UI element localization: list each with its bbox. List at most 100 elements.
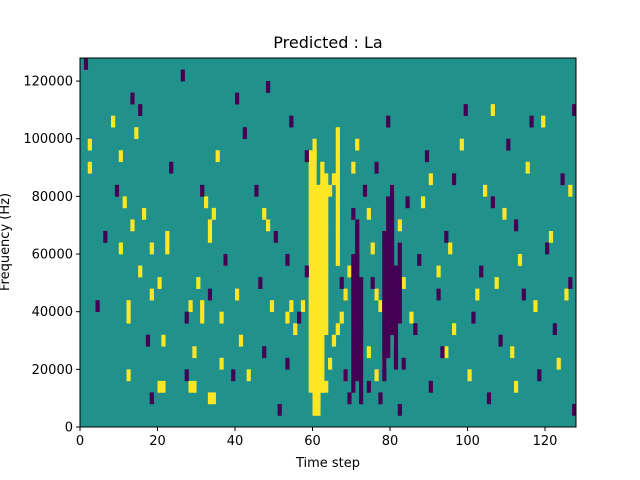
heatmap-cell-high: [312, 219, 317, 232]
heatmap-cell-low: [359, 346, 364, 359]
heatmap-cell-high: [219, 311, 224, 324]
heatmap-cell-high: [564, 288, 569, 301]
heatmap-cell-low: [359, 357, 364, 370]
heatmap-cell-low: [351, 207, 356, 220]
heatmap-cell-high: [316, 254, 321, 266]
heatmap-cell-low: [386, 254, 391, 266]
heatmap-cell-low: [362, 184, 368, 197]
heatmap-cell-low: [390, 219, 395, 232]
heatmap-cell-high: [316, 369, 321, 382]
heatmap-cell-high: [448, 242, 453, 255]
heatmap-cell-high: [246, 369, 251, 382]
heatmap-cell-low: [498, 334, 503, 347]
heatmap-cell-low: [393, 277, 399, 289]
heatmap-cell-high: [157, 277, 162, 289]
heatmap-cell-high: [238, 334, 244, 347]
heatmap-cell-high: [285, 311, 290, 324]
heatmap-cell-high: [157, 380, 162, 393]
heatmap-cell-high: [320, 207, 325, 220]
heatmap-cell-low: [355, 219, 360, 232]
heatmap-cell-high: [324, 288, 329, 301]
heatmap-cell-high: [316, 346, 321, 359]
heatmap-cell-high: [378, 300, 383, 312]
heatmap-cell-high: [211, 392, 216, 405]
heatmap-cell-low: [413, 323, 418, 336]
heatmap-cell-low: [149, 392, 154, 405]
heatmap-cell-low: [138, 104, 143, 116]
heatmap-cell-high: [312, 254, 317, 266]
heatmap-cell-low: [359, 311, 364, 324]
heatmap-cell-low: [382, 242, 387, 255]
heatmap-cell-low: [184, 369, 189, 382]
heatmap-cell-low: [130, 92, 135, 105]
heatmap-cell-low: [397, 288, 402, 301]
heatmap-cell-high: [316, 265, 321, 278]
y-tick-label: 60000: [32, 248, 73, 263]
heatmap-cell-high: [320, 323, 325, 336]
y-axis-label: Frequency (Hz): [0, 193, 13, 291]
heatmap-cell-high: [328, 357, 333, 370]
heatmap-cell-low: [386, 346, 391, 359]
heatmap-cell-high: [324, 323, 329, 336]
chart-title: Predicted : La: [273, 33, 382, 52]
heatmap-cell-high: [335, 242, 340, 255]
heatmap-cell-high: [316, 230, 321, 243]
heatmap-cell-high: [335, 161, 340, 174]
heatmap-cell-high: [312, 150, 317, 163]
heatmap-cell-high: [324, 173, 329, 186]
heatmap-cell-high: [335, 323, 340, 336]
heatmap-cell-low: [351, 277, 356, 289]
heatmap-cell-high: [211, 207, 216, 220]
heatmap-cell-high: [312, 334, 317, 347]
heatmap-cell-low: [180, 69, 185, 82]
heatmap-cell-high: [196, 277, 201, 289]
heatmap-cell-low: [242, 127, 247, 140]
heatmap-cell-high: [335, 219, 340, 232]
heatmap-cell-low: [351, 254, 356, 266]
heatmap-cell-high: [320, 265, 325, 278]
heatmap-cell-low: [436, 288, 441, 301]
heatmap-cell-high: [556, 357, 561, 370]
heatmap-cell-high: [219, 357, 224, 370]
heatmap-cell-high: [312, 311, 317, 324]
heatmap-cell-low: [207, 288, 213, 301]
heatmap-cell-low: [552, 323, 557, 336]
heatmap-cell-high: [355, 138, 360, 151]
heatmap-cell-high: [324, 242, 329, 255]
heatmap-cell-high: [308, 184, 313, 197]
heatmap-cell-low: [355, 357, 360, 370]
heatmap-cell-low: [351, 369, 356, 382]
heatmap-cell-high: [316, 207, 321, 220]
heatmap-cell-high: [308, 230, 313, 243]
heatmap-cell-low: [382, 369, 387, 382]
heatmap-cell-high: [207, 219, 213, 232]
heatmap-cell-high: [331, 173, 337, 186]
heatmap-cell-low: [529, 115, 534, 128]
x-axis-label: Time step: [295, 456, 360, 471]
heatmap-cell-low: [560, 173, 565, 186]
heatmap-cell-high: [517, 254, 523, 266]
heatmap-cell-low: [351, 300, 356, 312]
heatmap-cell-high: [370, 242, 375, 255]
heatmap-cell-high: [200, 311, 205, 324]
y-axis-ticks: 0 20000 40000 60000 80000 100000 120000: [23, 75, 80, 436]
heatmap-cell-low: [359, 277, 364, 289]
heatmap-cell-high: [207, 230, 213, 243]
heatmap-cell-low: [386, 311, 391, 324]
x-tick-label: 40: [227, 434, 244, 449]
heatmap-cell-low: [444, 230, 449, 243]
heatmap-cell-high: [312, 207, 317, 220]
heatmap-cell-high: [130, 219, 135, 232]
heatmap-cell-high: [126, 311, 131, 324]
heatmap-cell-high: [316, 403, 321, 416]
heatmap-cell-high: [308, 254, 313, 266]
heatmap-cell-high: [308, 288, 313, 301]
heatmap-cell-low: [393, 346, 399, 359]
heatmap-cell-low: [114, 184, 120, 197]
heatmap-cell-low: [440, 346, 445, 359]
heatmap-cell-high: [320, 300, 325, 312]
heatmap-cell-low: [273, 230, 278, 243]
heatmap-cell-high: [347, 265, 352, 278]
heatmap-cell-high: [320, 161, 325, 174]
heatmap-cell-high: [397, 219, 402, 232]
